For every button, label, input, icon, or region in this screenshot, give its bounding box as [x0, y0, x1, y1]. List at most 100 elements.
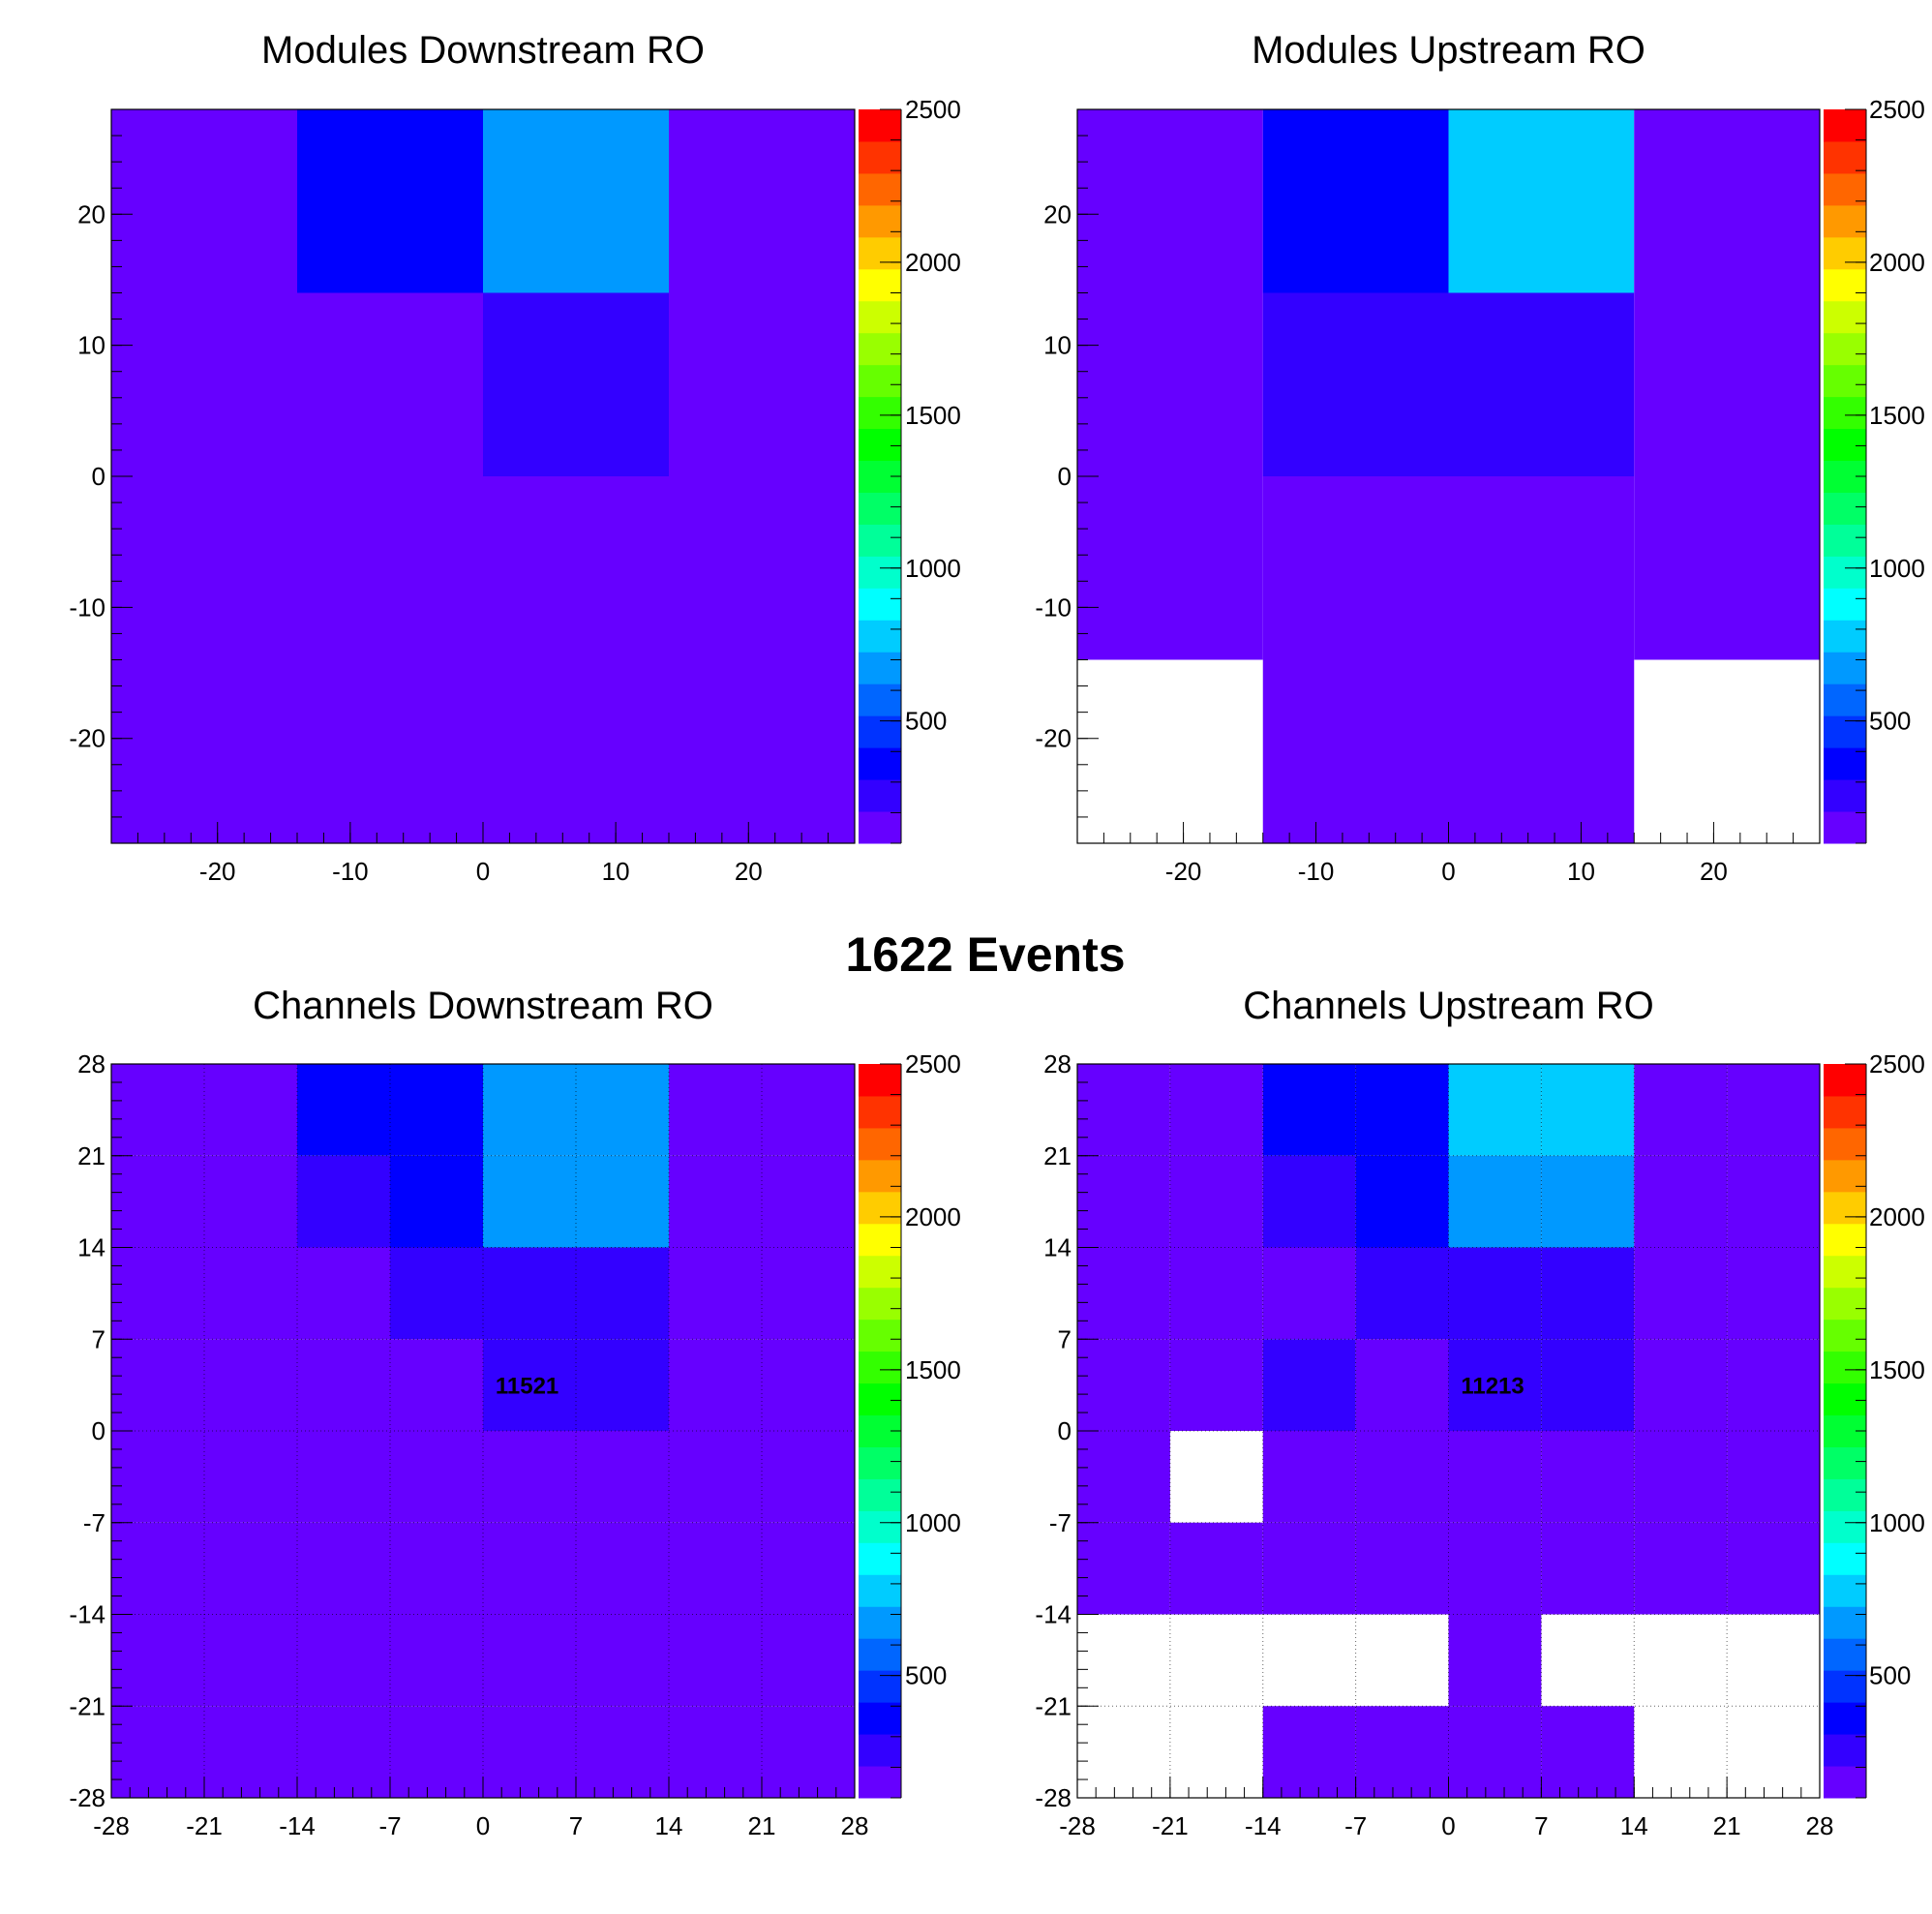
- colorbar-bin: [1824, 1478, 1866, 1511]
- x-tick-label: -10: [332, 857, 369, 886]
- colorbar-bin: [1824, 236, 1866, 270]
- heatmap-cell: [1077, 292, 1263, 476]
- heatmap-cell: [1355, 1431, 1449, 1523]
- heatmap-cell: [762, 1064, 855, 1156]
- x-tick-label: 14: [655, 1811, 683, 1840]
- colorbar-bin: [859, 332, 901, 366]
- colorbar-bin: [859, 588, 901, 621]
- heatmap-cell: [297, 1706, 390, 1798]
- x-tick-label: -28: [93, 1811, 130, 1840]
- colorbar-bin: [1824, 1510, 1866, 1543]
- colorbar-tick-label: 2500: [1869, 1049, 1925, 1079]
- heatmap-cell: [297, 1522, 390, 1615]
- colorbar-tick-label: 1500: [1869, 401, 1925, 430]
- colorbar-bin: [1824, 268, 1866, 302]
- colorbar-bin: [1824, 1127, 1866, 1161]
- heatmap-cell: [1634, 1339, 1728, 1431]
- heatmap-cell: [576, 1064, 669, 1156]
- colorbar-bin: [859, 1510, 901, 1543]
- heatmap-cell: [1634, 1064, 1728, 1156]
- x-tick-label: -21: [1152, 1811, 1189, 1840]
- heatmap-cell: [669, 1522, 762, 1615]
- x-tick-label: 14: [1620, 1811, 1648, 1840]
- heatmap-cell: [483, 1064, 576, 1156]
- heatmap-cell: [1634, 476, 1820, 660]
- colorbar-bin: [859, 524, 901, 557]
- colorbar-bin: [1824, 1064, 1866, 1097]
- colorbar-bin: [859, 236, 901, 270]
- heatmap-cell: [576, 1706, 669, 1798]
- heatmap-cell: [111, 1155, 204, 1248]
- colorbar-bin: [1824, 1319, 1866, 1352]
- colorbar-bin: [1824, 1638, 1866, 1671]
- heatmap-cell: [483, 1431, 576, 1523]
- heatmap-cell: [1262, 1247, 1356, 1340]
- colorbar-bin: [859, 109, 901, 142]
- heatmap-cell: [483, 1706, 576, 1798]
- colorbar-bin: [859, 1766, 901, 1799]
- heatmap-cell: [1541, 1522, 1635, 1615]
- colorbar-bin: [859, 556, 901, 589]
- heatmap-cell: [111, 1339, 204, 1431]
- y-tick-label: 14: [1043, 1233, 1072, 1262]
- heatmap-cell: [1077, 1064, 1170, 1156]
- heatmap-cell: [669, 476, 855, 660]
- heatmap-cell: [483, 292, 669, 476]
- heatmap-cell: [390, 1431, 483, 1523]
- colorbar-bin: [1824, 428, 1866, 462]
- heatmap-cell: [1727, 1155, 1820, 1248]
- colorbar-bin: [1824, 1351, 1866, 1384]
- heatmap-cell: [1448, 1431, 1542, 1523]
- colorbar-bin: [859, 1127, 901, 1161]
- colorbar-bin: [859, 1351, 901, 1384]
- colorbar-bin: [859, 492, 901, 525]
- heatmap-cell: [204, 1431, 297, 1523]
- heatmap-panel-3: Channels Downstream RO -28 -21 -14 -7 0 7 14 21 2…: [69, 985, 960, 1840]
- colorbar-bin: [1824, 172, 1866, 206]
- colorbar-bin: [859, 1446, 901, 1479]
- colorbar-bin: [1824, 1606, 1866, 1639]
- x-tick-label: 21: [1713, 1811, 1741, 1840]
- colorbar-bin: [1824, 1542, 1866, 1575]
- colorbar-bin: [1824, 300, 1866, 334]
- y-tick-label: 10: [77, 331, 106, 360]
- heatmap-cell: [1541, 1064, 1635, 1156]
- heatmap-cell: [1448, 292, 1635, 476]
- colorbar-bin: [1824, 204, 1866, 238]
- x-tick-label: 0: [1441, 1811, 1455, 1840]
- colorbar-bin: [1824, 1734, 1866, 1767]
- y-tick-label: 7: [1058, 1324, 1072, 1353]
- heatmap-cell: [297, 476, 483, 660]
- x-tick-label: -28: [1059, 1811, 1096, 1840]
- heatmap-cell: [1262, 292, 1449, 476]
- heatmap-cell: [1448, 1706, 1542, 1798]
- colorbar-bin: [1824, 1095, 1866, 1129]
- y-tick-label: 7: [92, 1324, 106, 1353]
- heatmap-cell: [483, 1522, 576, 1615]
- heatmap-cell: [762, 1614, 855, 1707]
- x-tick-label: 0: [476, 857, 490, 886]
- heatmap-cell: [1634, 1247, 1728, 1340]
- heatmap-cell: [576, 1522, 669, 1615]
- y-tick-label: 0: [92, 1416, 106, 1445]
- heatmap-cell: [390, 1522, 483, 1615]
- colorbar-bin: [859, 1191, 901, 1225]
- x-tick-label: 10: [602, 857, 630, 886]
- heatmap-cell: [1077, 1339, 1170, 1431]
- heatmap-cell: [111, 292, 297, 476]
- heatmap-cell: [297, 1614, 390, 1707]
- heatmap-cell: [1448, 1522, 1542, 1615]
- colorbar-bin: [1824, 1446, 1866, 1479]
- heatmap-cell: [1355, 1247, 1449, 1340]
- heatmap-cell: [1448, 476, 1635, 660]
- colorbar-tick-label: 2500: [905, 1049, 961, 1079]
- heatmap-cell: [297, 109, 483, 293]
- chart-title: Modules Upstream RO: [1252, 29, 1645, 72]
- colorbar-bin: [1824, 1382, 1866, 1416]
- colorbar-bin: [859, 1255, 901, 1289]
- colorbar-bin: [1824, 364, 1866, 398]
- colorbar-bin: [1824, 1766, 1866, 1799]
- y-tick-label: 28: [1043, 1049, 1072, 1079]
- x-tick-label: 21: [748, 1811, 776, 1840]
- heatmap-cell: [1077, 1155, 1170, 1248]
